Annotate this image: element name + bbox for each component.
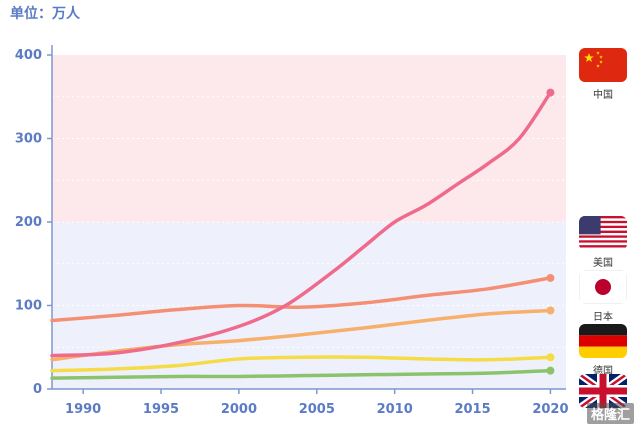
y-tick-label: 200: [15, 215, 42, 230]
series-end-point-germany: [546, 353, 555, 362]
flag-usa-icon: [579, 216, 627, 250]
y-tick-label: 400: [15, 48, 42, 63]
series-line-uk: [50, 368, 553, 380]
series-end-point-japan: [546, 306, 555, 315]
series-line-germany: [50, 355, 553, 373]
x-tick-label: 2020: [532, 402, 568, 417]
x-tick-label: 1995: [143, 402, 179, 417]
flag-japan-icon: [579, 270, 627, 304]
x-tick-label: 2005: [299, 402, 335, 417]
watermark-logo: 格隆汇: [586, 403, 634, 424]
x-tick-label: 2000: [221, 402, 257, 417]
flag-germany-icon: [579, 324, 627, 358]
x-tick-label: 2010: [377, 402, 413, 417]
country-label-usa: 美国: [593, 256, 613, 269]
x-tick-label: 1990: [65, 402, 101, 417]
country-label-japan: 日本: [593, 310, 613, 323]
series-line-usa: [50, 276, 553, 323]
y-tick-label: 100: [15, 299, 42, 314]
x-tick-label: 2015: [454, 402, 490, 417]
y-tick-label: 300: [15, 132, 42, 147]
series-end-point-usa: [546, 273, 555, 282]
series-end-point-china: [546, 88, 555, 97]
country-label-germany: 德国: [593, 364, 613, 377]
series-end-point-uk: [546, 366, 555, 375]
y-tick-label: 0: [33, 382, 42, 397]
flag-china-icon: [579, 48, 627, 82]
unit-label: 单位：万人: [10, 6, 80, 22]
series-line-china: [50, 90, 553, 358]
flag-uk-icon: [579, 374, 627, 408]
country-label-china: 中国: [593, 88, 613, 101]
